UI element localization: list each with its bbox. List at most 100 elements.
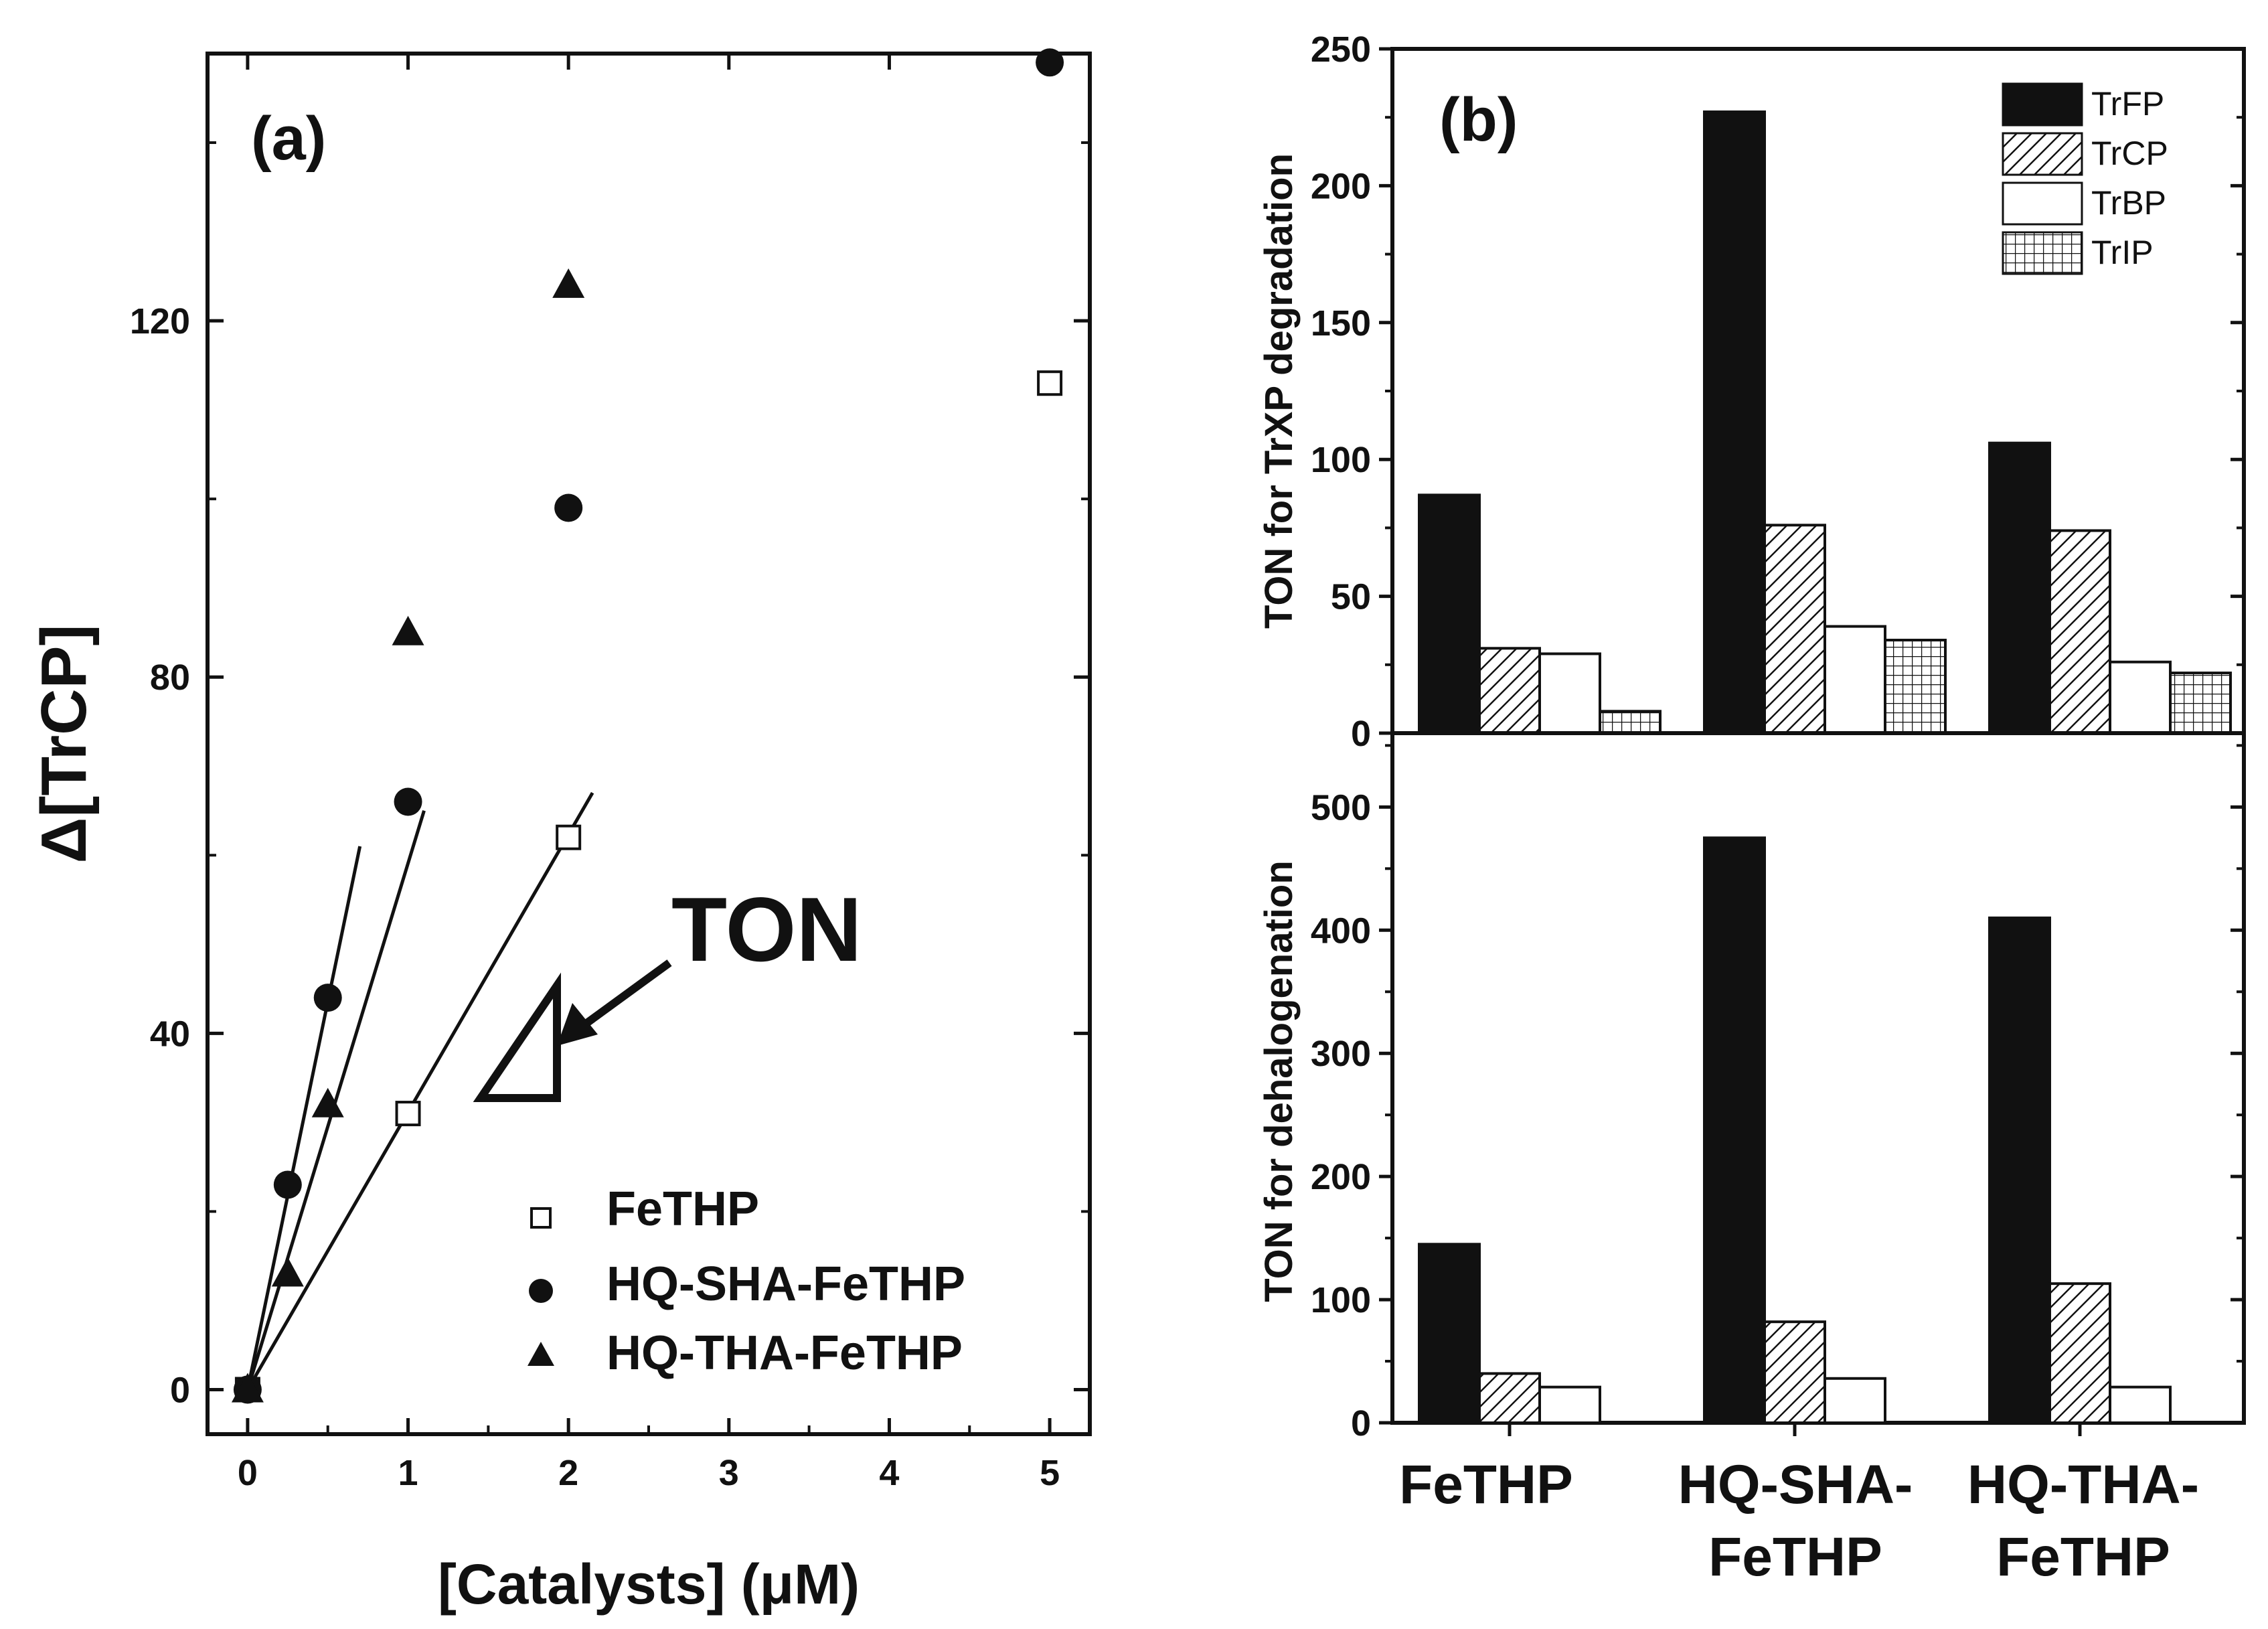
y-tick-label: 500 — [1311, 787, 1371, 828]
panel-a-y-axis-label: Δ[TrCP] — [28, 625, 100, 864]
legend-label-trcp: TrCP — [2091, 135, 2168, 172]
x-tick-label: 4 — [879, 1453, 899, 1493]
x-tick-label: 5 — [1040, 1453, 1060, 1493]
fit-line-hq-tha-fethp — [246, 810, 426, 1391]
data-point-hq-sha-fethp — [313, 984, 342, 1012]
bar-trfp-hq-tha-fethp — [1988, 441, 2051, 734]
bar-trbp-hq-tha-fethp — [2109, 660, 2172, 734]
y-tick-label: 0 — [1351, 714, 1371, 754]
legend-marker-hq-tha-fethp — [528, 1342, 554, 1366]
bar-trfp-hq-sha-fethp — [1703, 110, 1766, 735]
y-tick-label: 0 — [1351, 1403, 1371, 1444]
bar-trfp-fethp — [1418, 493, 1481, 734]
y-tick-label: 120 — [130, 301, 190, 341]
panel-b-category-labels: FeTHP HQ-SHA- FeTHP HQ-THA- FeTHP — [1399, 1454, 2199, 1587]
data-point-hq-sha-fethp — [394, 787, 422, 816]
ton-annotation: TON — [671, 878, 862, 980]
legend-label-trbp: TrBP — [2091, 184, 2166, 222]
x-tick-label: 1 — [398, 1453, 418, 1493]
category-label-hq-tha-fethp: FeTHP — [1996, 1527, 2170, 1587]
bar-trfp-hq-sha-fethp — [1703, 836, 1766, 1424]
data-point-hq-tha-fethp — [392, 615, 424, 645]
y-tick-label: 200 — [1311, 1157, 1371, 1197]
legend-swatch-trcp — [2002, 132, 2083, 176]
bar-trip-hq-sha-fethp — [1884, 639, 1947, 734]
y-tick-label: 150 — [1311, 303, 1371, 343]
data-point-hq-tha-fethp — [271, 1257, 304, 1287]
panel-a-x-axis-label: [Catalysts] (μM) — [438, 1553, 860, 1616]
bar-trfp-fethp — [1418, 1243, 1481, 1425]
y-tick-label: 100 — [1311, 1280, 1371, 1320]
bar-trfp-hq-tha-fethp — [1988, 916, 2051, 1424]
bar-trcp-hq-tha-fethp — [2048, 1282, 2111, 1425]
category-label-hq-sha-fethp: HQ-SHA- — [1678, 1454, 1913, 1515]
panel-b-bottom-y-axis-label: TON for dehalogenation — [1257, 860, 1301, 1302]
panel-b-bottom-ticks: 0 100 200 300 400 500 — [1311, 744, 2244, 1444]
category-label-hq-tha-fethp: HQ-THA- — [1967, 1454, 2199, 1515]
panel-b-bottom-frame — [1390, 731, 2246, 1425]
data-point-fethp — [395, 1101, 421, 1127]
panel-b-legend: TrFP TrCP TrBP TrIP — [2002, 82, 2168, 275]
x-tick-label: 3 — [719, 1453, 739, 1493]
legend-label-trfp: TrFP — [2091, 85, 2164, 123]
panel-b-top-y-axis-label: TON for TrXP degradation — [1257, 153, 1301, 629]
fit-line-fethp — [246, 791, 594, 1391]
bar-trbp-fethp — [1538, 652, 1601, 734]
bar-trcp-fethp — [1478, 1372, 1541, 1424]
panel-b-top-bar-chart: 0 50 100 150 200 250 (b) TON for TrXP degrada… — [1257, 29, 2246, 754]
panel-a-fit-lines — [246, 791, 594, 1391]
y-tick-label: 40 — [150, 1014, 190, 1054]
category-label-hq-sha-fethp: FeTHP — [1708, 1527, 1882, 1587]
data-point-fethp — [1037, 370, 1063, 396]
y-tick-label: 50 — [1331, 577, 1371, 617]
data-point-hq-tha-fethp — [231, 1373, 264, 1403]
data-point-hq-sha-fethp — [273, 1170, 302, 1199]
panel-a-legend: FeTHP HQ-SHA-FeTHP HQ-THA-FeTHP — [528, 1182, 965, 1380]
category-label-fethp: FeTHP — [1399, 1454, 1573, 1515]
panel-a-label: (a) — [251, 104, 326, 173]
panel-b-bottom-bars — [1418, 836, 2172, 1425]
data-point-fethp — [556, 824, 582, 850]
y-tick-label: 300 — [1311, 1034, 1371, 1074]
ton-arrow-shaft — [573, 959, 672, 1034]
bar-trip-fethp — [1599, 710, 1662, 735]
bar-trcp-hq-sha-fethp — [1763, 524, 1826, 734]
y-tick-label: 100 — [1311, 440, 1371, 480]
bar-trbp-hq-tha-fethp — [2109, 1385, 2172, 1424]
legend-marker-hq-sha-fethp — [529, 1279, 553, 1303]
bar-trbp-hq-sha-fethp — [1824, 1377, 1886, 1424]
panel-a-scatter: 0 1 2 3 4 5 0 40 80 120 (a) [Catalysts] (μM) Δ[Tr… — [28, 48, 1092, 1616]
panel-b-label: (b) — [1439, 86, 1518, 154]
x-tick-label: 2 — [558, 1453, 578, 1493]
bar-trcp-fethp — [1478, 647, 1541, 734]
y-tick-label: 80 — [150, 657, 190, 698]
legend-label-hq-sha-fethp: HQ-SHA-FeTHP — [606, 1257, 965, 1311]
legend-label-hq-tha-fethp: HQ-THA-FeTHP — [606, 1326, 963, 1380]
legend-label-trip: TrIP — [2091, 234, 2154, 271]
legend-label-fethp: FeTHP — [606, 1182, 759, 1236]
bar-trip-hq-tha-fethp — [2169, 672, 2232, 735]
data-point-hq-tha-fethp — [311, 1087, 344, 1117]
data-point-hq-sha-fethp — [554, 493, 583, 522]
legend-swatch-trfp — [2002, 82, 2083, 127]
legend-swatch-trip — [2002, 231, 2083, 275]
panel-a-ticks: 0 1 2 3 4 5 0 40 80 120 — [130, 54, 1090, 1493]
data-point-hq-tha-fethp — [552, 268, 585, 298]
fit-line-hq-sha-fethp — [246, 846, 362, 1390]
bar-trbp-fethp — [1538, 1385, 1601, 1424]
ton-triangle — [473, 972, 561, 1102]
x-tick-label: 0 — [238, 1453, 258, 1493]
y-tick-label: 250 — [1311, 29, 1371, 70]
y-tick-label: 400 — [1311, 911, 1371, 951]
y-tick-label: 0 — [170, 1370, 190, 1410]
y-tick-label: 200 — [1311, 166, 1371, 206]
data-point-hq-sha-fethp — [1036, 48, 1064, 77]
bar-trcp-hq-tha-fethp — [2048, 529, 2111, 734]
panel-a-points — [231, 48, 1064, 1404]
legend-swatch-trbp — [2002, 181, 2083, 226]
bar-trcp-hq-sha-fethp — [1763, 1320, 1826, 1425]
panel-b-top-ticks: 0 50 100 150 200 250 — [1311, 29, 2244, 754]
bar-trbp-hq-sha-fethp — [1824, 625, 1886, 734]
